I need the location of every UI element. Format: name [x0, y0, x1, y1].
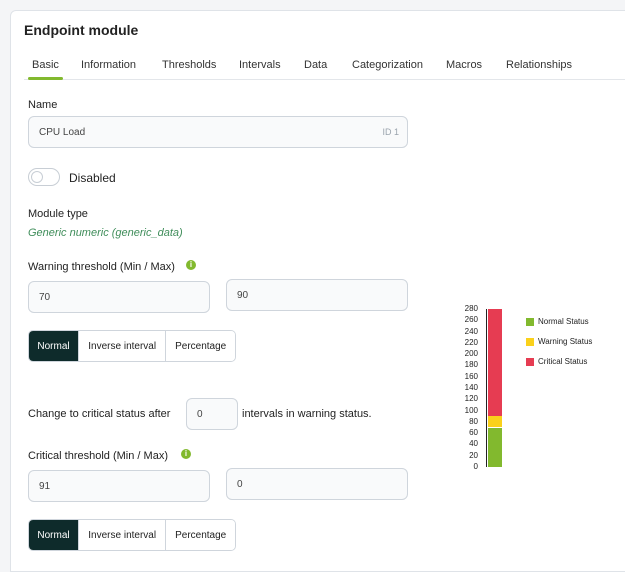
legend-swatch: [526, 317, 534, 326]
legend-item: Warning Status: [526, 337, 592, 346]
critical-threshold-label: Critical threshold (Min / Max): [28, 450, 168, 462]
y-tick-label: 160: [464, 371, 478, 381]
critical-interval-value: 0: [197, 408, 203, 420]
y-tick-label: 200: [464, 349, 478, 359]
tab-basic[interactable]: Basic: [28, 59, 63, 80]
legend-item: Critical Status: [526, 357, 587, 366]
tab-categorization[interactable]: Categorization: [352, 59, 423, 71]
warning-min-input[interactable]: 70: [28, 281, 210, 313]
critical-min-input[interactable]: 91: [28, 470, 210, 502]
critical-max-input[interactable]: 0: [226, 468, 408, 500]
legend-swatch: [526, 337, 534, 346]
disabled-label: Disabled: [69, 171, 116, 185]
critical-change-suffix: intervals in warning status.: [242, 408, 372, 420]
legend-swatch: [526, 357, 534, 366]
y-tick-label: 100: [464, 405, 478, 415]
y-tick-label: 120: [464, 394, 478, 404]
threshold-chart: 280 260 240 220 200 180 160 140 120 100 80 60 40 20 0 N…: [451, 301, 621, 481]
critical-max-value: 0: [237, 478, 243, 490]
y-tick-label: 260: [464, 315, 478, 325]
warning-threshold-label: Warning threshold (Min / Max): [28, 261, 175, 273]
info-icon[interactable]: i: [181, 449, 191, 459]
disabled-toggle[interactable]: [28, 168, 60, 186]
threshold-bar-segment: [488, 309, 502, 417]
y-tick-label: 140: [464, 383, 478, 392]
legend-label: Warning Status: [538, 337, 593, 346]
warning-mode-selector: Normal Inverse interval Percentage: [28, 330, 236, 362]
legend-label: Critical Status: [538, 357, 588, 366]
critical-mode-selector: Normal Inverse interval Percentage: [28, 519, 236, 551]
legend-label: Normal Status: [538, 317, 589, 326]
info-icon[interactable]: i: [186, 260, 196, 270]
critical-mode-normal-button[interactable]: Normal: [29, 520, 80, 550]
critical-mode-inverse-button[interactable]: Inverse interval: [79, 520, 167, 550]
critical-min-value: 91: [39, 480, 51, 492]
warning-mode-percentage-button[interactable]: Percentage: [166, 331, 235, 361]
module-type-label: Module type: [28, 208, 88, 220]
tab-information[interactable]: Information: [81, 59, 137, 71]
warning-max-value: 90: [237, 289, 249, 301]
threshold-bar-segment: [488, 416, 502, 428]
warning-mode-normal-button[interactable]: Normal: [29, 331, 80, 361]
tab-macros[interactable]: Macros: [446, 59, 483, 71]
module-type-value: Generic numeric (generic_data): [28, 227, 183, 239]
y-tick-label: 20: [469, 450, 478, 460]
tab-data[interactable]: Data: [304, 59, 328, 71]
y-tick-label: 40: [469, 439, 478, 449]
tab-intervals[interactable]: Intervals: [239, 59, 281, 71]
y-tick-label: 0: [473, 462, 478, 471]
warning-min-value: 70: [39, 291, 51, 303]
panel-title: Endpoint module: [24, 22, 139, 38]
critical-mode-percentage-button[interactable]: Percentage: [166, 520, 235, 550]
y-tick-label: 220: [464, 337, 478, 347]
tab-relationships[interactable]: Relationships: [506, 59, 573, 71]
y-tick-label: 60: [469, 428, 478, 438]
critical-interval-input[interactable]: 0: [186, 398, 238, 430]
name-value: CPU Load: [39, 126, 86, 138]
warning-max-input[interactable]: 90: [226, 279, 408, 311]
threshold-bar-segment: [488, 427, 502, 467]
tab-thresholds[interactable]: Thresholds: [162, 59, 217, 71]
module-id: ID 1: [382, 127, 399, 137]
tab-bar: Basic Information Thresholds Intervals D…: [11, 55, 625, 91]
y-axis-line: [486, 309, 487, 467]
name-label: Name: [28, 99, 58, 111]
y-tick-label: 280: [464, 304, 478, 313]
warning-mode-inverse-button[interactable]: Inverse interval: [79, 331, 167, 361]
y-tick-label: 240: [464, 326, 478, 336]
name-input[interactable]: CPU Load ID 1: [28, 116, 408, 148]
y-tick-label: 180: [464, 360, 478, 370]
module-panel: Endpoint module Basic Information Thresh…: [10, 10, 625, 572]
y-tick-label: 80: [469, 416, 478, 426]
legend-item: Normal Status: [526, 317, 589, 326]
tab-divider: [24, 79, 625, 80]
critical-change-prefix: Change to critical status after: [28, 408, 171, 420]
